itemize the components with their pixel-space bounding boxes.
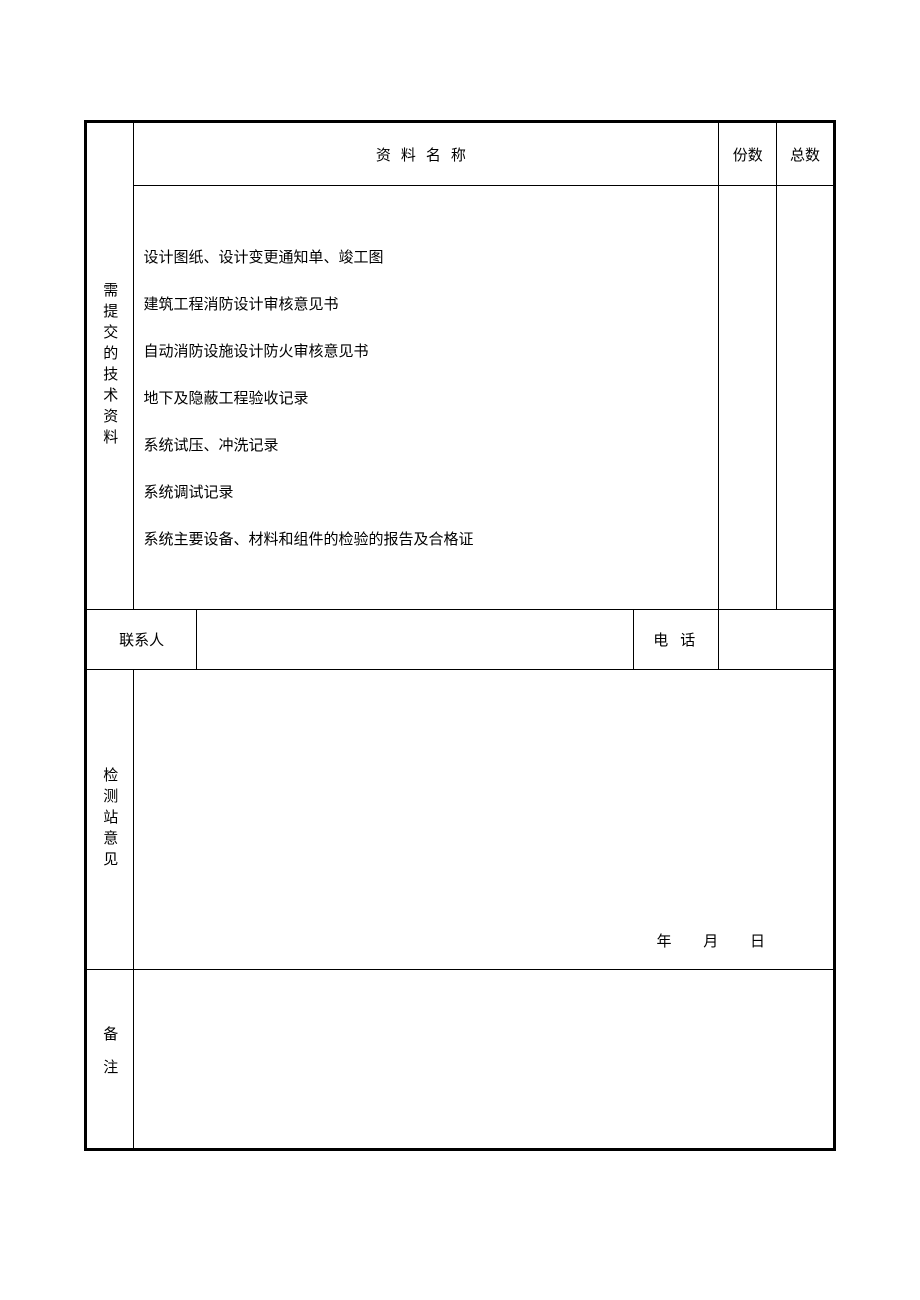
- remark-rowlabel-cell: 备注: [86, 970, 134, 1150]
- material-item: 建筑工程消防设计审核意见书: [144, 293, 709, 314]
- phone-label: 电话: [634, 610, 719, 670]
- phone-value: [719, 610, 835, 670]
- remark-rowlabel: 备注: [99, 1026, 120, 1092]
- total-value-cell: [777, 186, 835, 610]
- contact-person-value: [197, 610, 634, 670]
- opinion-rowlabel-cell: 检测站意见: [86, 670, 134, 970]
- material-list-cell: 设计图纸、设计变更通知单、竣工图 建筑工程消防设计审核意见书 自动消防设施设计防…: [133, 186, 719, 610]
- copies-header: 份数: [719, 122, 777, 186]
- material-list: 设计图纸、设计变更通知单、竣工图 建筑工程消防设计审核意见书 自动消防设施设计防…: [134, 186, 719, 609]
- material-item: 自动消防设施设计防火审核意见书: [144, 340, 709, 361]
- materials-rowlabel-cell: 需提交的技术资料: [86, 122, 134, 610]
- contact-person-label: 联系人: [86, 610, 197, 670]
- material-item: 系统试压、冲洗记录: [144, 434, 709, 455]
- material-item: 地下及隐蔽工程验收记录: [144, 387, 709, 408]
- opinion-value-cell: 年 月 日: [133, 670, 834, 970]
- remark-value: [133, 970, 834, 1150]
- date-year-label: 年: [656, 934, 671, 950]
- date-line: 年 月 日: [656, 930, 793, 951]
- date-month-label: 月: [703, 934, 718, 950]
- opinion-rowlabel: 检测站意见: [99, 767, 120, 872]
- document-form-table: 需提交的技术资料 资料名称 份数 总数 设计图纸、设计变更通知单、竣工图 建筑工…: [84, 120, 836, 1151]
- material-item: 设计图纸、设计变更通知单、竣工图: [144, 246, 709, 267]
- material-name-header: 资料名称: [133, 122, 719, 186]
- material-item: 系统调试记录: [144, 481, 709, 502]
- material-item: 系统主要设备、材料和组件的检验的报告及合格证: [144, 528, 709, 549]
- copies-value-cell: [719, 186, 777, 610]
- date-day-label: 日: [750, 934, 765, 950]
- total-header: 总数: [777, 122, 835, 186]
- materials-rowlabel: 需提交的技术资料: [99, 282, 120, 450]
